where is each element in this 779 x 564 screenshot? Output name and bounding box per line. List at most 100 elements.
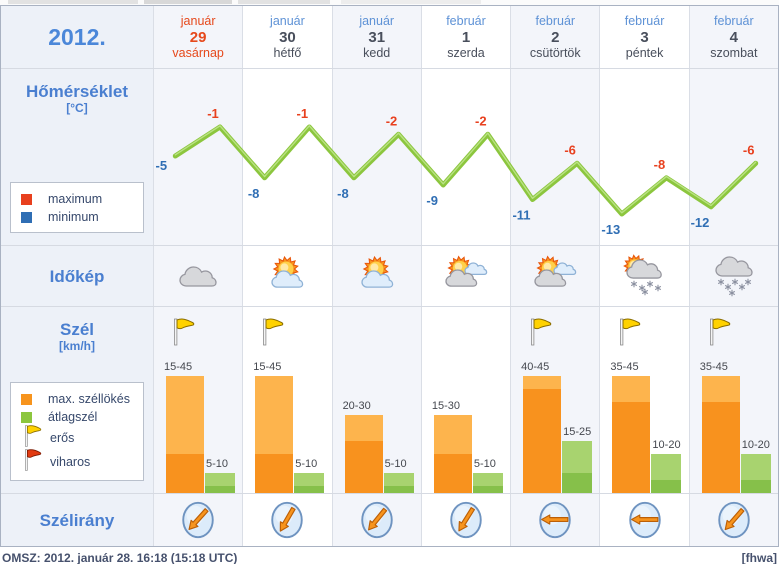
legend-minimum: minimum — [21, 208, 137, 226]
avg-range-label: 5-10 — [206, 458, 229, 470]
wind-row: Szél [km/h] max. széllökés átlagszél erő… — [1, 307, 778, 494]
legend-strong: erős — [21, 424, 137, 453]
wind-direction-icon — [599, 494, 688, 546]
legend-gust-label: max. széllökés — [48, 392, 130, 406]
max-temp-label: -1 — [207, 106, 219, 121]
weather-icons-row: Időkép — [1, 246, 778, 307]
max-temp-label: -6 — [743, 142, 755, 157]
legend-avg: átlagszél — [21, 408, 137, 426]
legend-storm-label: viharos — [50, 455, 91, 469]
column-stripe — [599, 69, 688, 245]
wind-direction-icon — [331, 494, 421, 546]
gust-bar — [166, 376, 204, 493]
avg-range-label: 10-20 — [652, 439, 681, 451]
day-month: február — [446, 13, 486, 28]
day-weekday: csütörtök — [529, 45, 581, 60]
direction-title: Szélirány — [39, 510, 115, 530]
temperature-row: Hőmérséklet [°C] maximum minimum — [1, 69, 778, 246]
day-month: január — [359, 13, 395, 28]
day-weekday: hétfő — [273, 45, 302, 60]
wind-direction-icon — [153, 494, 243, 546]
top-strip-segment — [8, 0, 138, 4]
day-header-1[interactable]: január 29 vasárnap — [153, 6, 243, 68]
day-header-4[interactable]: február 1 szerda — [420, 6, 510, 68]
temperature-label-cell: Hőmérséklet [°C] maximum minimum — [1, 69, 153, 245]
avg-bar — [651, 454, 682, 493]
weather-icon-sun-snow — [599, 246, 688, 306]
maximum-swatch-icon — [21, 193, 32, 205]
avg-range-label: 5-10 — [473, 458, 496, 470]
day-header-6[interactable]: február 3 péntek — [599, 6, 688, 68]
day-month: február — [624, 13, 665, 28]
wind-direction-icon — [420, 494, 510, 546]
column-stripe — [688, 69, 778, 245]
day-weekday: péntek — [625, 45, 664, 60]
day-month: február — [714, 13, 754, 28]
legend-gust: max. széllökés — [21, 390, 137, 408]
weather-title: Időkép — [49, 266, 105, 286]
weather-icon-sun-cloud — [242, 246, 331, 306]
day-header-7[interactable]: február 4 szombat — [688, 6, 778, 68]
gust-range-label: 15-45 — [253, 361, 282, 373]
legend-maximum-label: maximum — [48, 192, 103, 206]
strong-wind-flag-icon — [706, 317, 734, 352]
max-temp-label: -1 — [297, 106, 309, 121]
gust-range-label: 35-45 — [610, 361, 639, 373]
max-temp-label: -6 — [564, 142, 576, 157]
legend-minimum-label: minimum — [48, 210, 99, 224]
wind-label-cell: Szél [km/h] max. széllökés átlagszél erő… — [1, 307, 153, 493]
top-strip — [0, 0, 779, 5]
column-stripe — [510, 69, 600, 245]
footer: OMSZ: 2012. január 28. 16:18 (15:18 UTC)… — [0, 547, 779, 564]
top-strip-segment — [144, 0, 232, 4]
avg-swatch-icon — [21, 411, 32, 423]
header-row: 2012. január 29 vasárnap január 30 hétfő… — [1, 6, 778, 69]
min-temp-label: -9 — [426, 193, 438, 208]
gust-range-label: 20-30 — [342, 400, 371, 412]
day-header-5[interactable]: február 2 csütörtök — [510, 6, 600, 68]
footer-source-text: OMSZ: 2012. január 28. 16:18 (15:18 UTC) — [2, 551, 238, 564]
max-temp-label: -2 — [475, 113, 487, 128]
red-flag-icon — [21, 448, 45, 477]
min-temp-label: -13 — [601, 222, 620, 237]
avg-bar — [383, 473, 414, 493]
wind-direction-icon — [688, 494, 778, 546]
day-header-2[interactable]: január 30 hétfő — [242, 6, 331, 68]
day-header-3[interactable]: január 31 kedd — [331, 6, 421, 68]
minimum-swatch-icon — [21, 211, 32, 223]
day-weekday: kedd — [363, 45, 391, 60]
year-label: 2012. — [48, 23, 106, 50]
top-strip-segment — [238, 0, 330, 4]
legend-maximum: maximum — [21, 190, 137, 208]
gust-bar — [433, 415, 472, 493]
yellow-flag-icon — [21, 424, 45, 453]
min-temp-label: -11 — [512, 208, 530, 223]
wind-direction-row: Szélirány — [1, 494, 778, 546]
day-month: január — [180, 13, 216, 28]
wind-bars: 15-45 5-10 — [242, 307, 331, 493]
temperature-title: Hőmérséklet — [25, 82, 129, 101]
column-stripe — [242, 69, 331, 245]
wind-bars: 15-30 5-10 — [420, 307, 510, 493]
avg-bar — [294, 473, 325, 493]
legend-avg-label: átlagszél — [48, 410, 98, 424]
temperature-line-chart: -5 -1 -8 -1 -8 -2 -9 -2 -11 -6 -13 -8 -12 -6 — [156, 106, 759, 237]
strong-wind-flag-icon — [259, 317, 287, 352]
avg-bar — [205, 473, 235, 493]
weather-icon-cloudy — [153, 246, 243, 306]
wind-legend: max. széllökés átlagszél erős viharos — [10, 382, 144, 481]
gust-bar — [255, 376, 294, 493]
day-number: 29 — [189, 28, 207, 46]
gust-range-label: 40-45 — [521, 361, 550, 373]
year-cell: 2012. — [1, 6, 153, 68]
footer-credit-link[interactable]: [fhwa] — [741, 551, 777, 564]
top-strip-segment — [341, 0, 481, 4]
avg-bar — [472, 473, 503, 493]
day-weekday: vasárnap — [172, 45, 224, 60]
weather-icon-sun-clouds — [510, 246, 600, 306]
wind-direction-icon — [242, 494, 331, 546]
day-number: 2 — [551, 28, 560, 46]
min-temp-label: -8 — [337, 186, 349, 201]
max-temp-label: -2 — [386, 113, 398, 128]
